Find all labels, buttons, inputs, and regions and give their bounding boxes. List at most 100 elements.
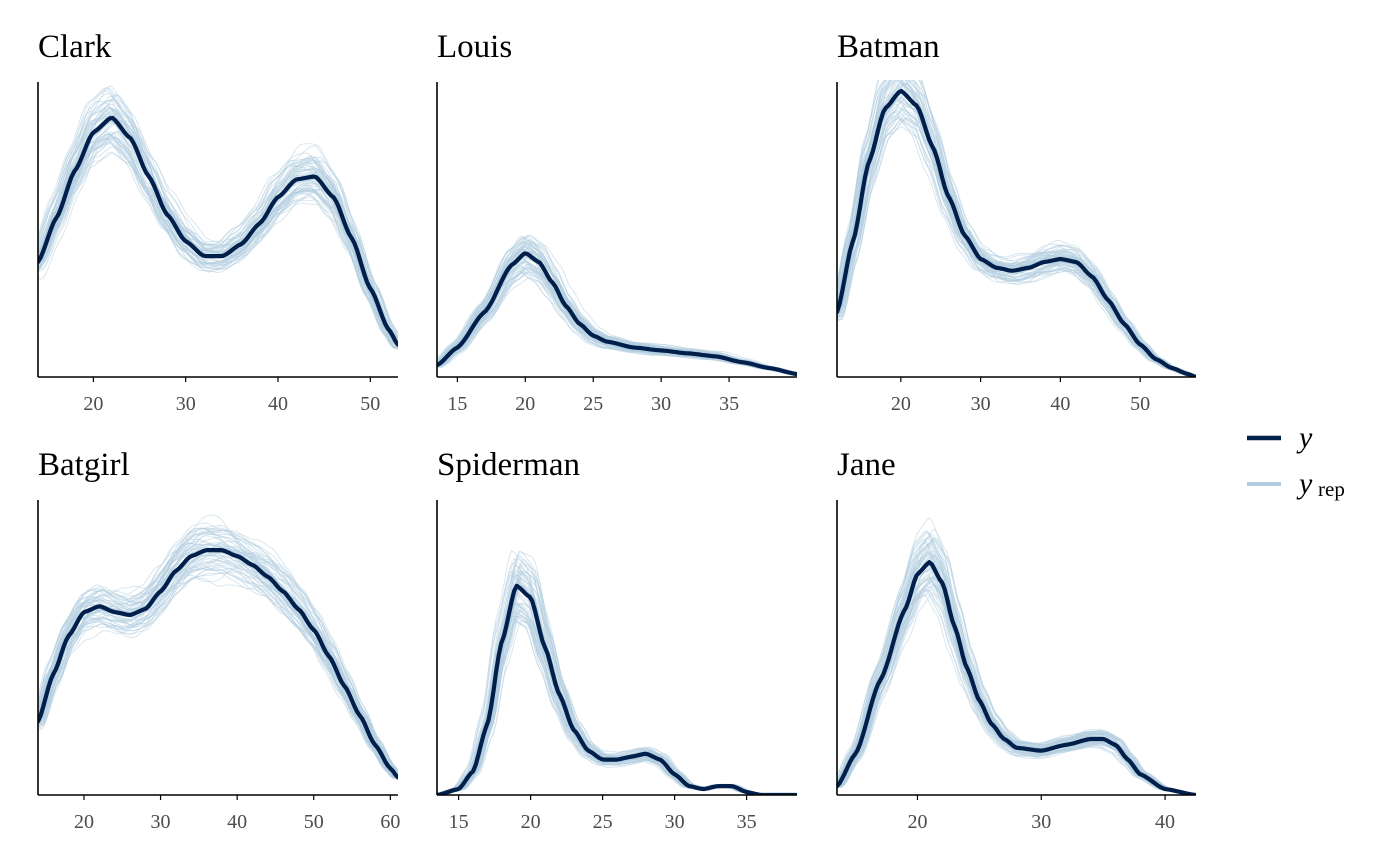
y-rep-line: [837, 578, 1196, 795]
y-rep-line: [38, 143, 398, 350]
y-rep-line: [38, 545, 398, 778]
y-rep-line: [837, 104, 1196, 377]
y-rep-line: [837, 578, 1196, 795]
y-rep-line: [837, 576, 1196, 795]
y-rep-line: [837, 583, 1196, 795]
y-rep-line: [837, 557, 1196, 795]
y-rep-line: [38, 562, 398, 774]
y-rep-line: [38, 131, 398, 347]
y-rep-line: [837, 554, 1196, 795]
x-tick-label: 15: [447, 393, 467, 415]
y-rep-line: [38, 543, 398, 779]
y-rep-line: [837, 574, 1196, 795]
y-observed-line: [437, 583, 797, 795]
legend-y-label: y: [1296, 421, 1313, 454]
y-rep-line: [837, 575, 1196, 795]
panel-title: Jane: [837, 447, 896, 483]
y-rep-line: [38, 540, 398, 779]
y-rep-line: [837, 96, 1196, 377]
y-rep-line: [837, 97, 1196, 377]
y-rep-line: [837, 571, 1196, 795]
legend-yrep-subscript: rep: [1318, 477, 1345, 501]
y-rep-line: [38, 566, 398, 780]
x-tick-label: 25: [583, 393, 603, 415]
panel-title: Batman: [837, 29, 940, 65]
y-rep-line: [837, 577, 1196, 795]
y-rep-line: [38, 133, 398, 348]
y-rep-line: [837, 555, 1196, 795]
y-rep-line: [837, 111, 1196, 377]
y-rep-line: [837, 553, 1196, 795]
y-rep-line: [38, 86, 398, 343]
y-observed-line: [837, 560, 1196, 795]
x-tick-label: 40: [268, 393, 288, 415]
y-rep-line: [38, 551, 398, 771]
x-tick-label: 20: [891, 393, 911, 415]
y-rep-line: [837, 103, 1196, 377]
y-rep-line: [837, 114, 1196, 377]
y-rep-line: [437, 245, 797, 374]
y-rep-line: [38, 577, 398, 775]
legend-yrep-label: y: [1296, 467, 1313, 500]
y-rep-line: [837, 570, 1196, 795]
x-tick-label: 30: [665, 811, 685, 833]
y-rep-line: [437, 267, 797, 375]
x-tick-label: 35: [737, 811, 757, 833]
y-rep-line: [837, 111, 1196, 376]
x-tick-label: 30: [971, 393, 991, 415]
y-rep-line: [837, 100, 1196, 377]
y-rep-line: [38, 528, 398, 773]
y-rep-line: [38, 92, 398, 343]
y-rep-line: [837, 105, 1196, 377]
y-rep-line: [38, 527, 398, 772]
x-tick-label: 60: [380, 811, 400, 833]
x-tick-label: 20: [83, 393, 103, 415]
y-rep-line: [38, 525, 398, 777]
y-rep-line: [437, 256, 797, 375]
x-tick-label: 50: [1130, 393, 1150, 415]
panel-louis: Louis 15 20 25 30 35: [436, 29, 797, 415]
y-rep-line: [38, 542, 398, 777]
y-rep-line: [38, 546, 398, 778]
y-rep-line: [837, 576, 1196, 795]
y-observed-line: [837, 88, 1196, 377]
y-rep-line: [38, 559, 398, 773]
y-rep-line: [38, 542, 398, 778]
y-rep-line: [437, 265, 797, 375]
y-rep-line: [837, 80, 1196, 377]
y-rep-line: [38, 514, 398, 777]
x-tick-label: 30: [176, 393, 196, 415]
x-tick-label: 30: [1031, 811, 1051, 833]
y-rep-line: [38, 542, 398, 778]
x-tick-label: 40: [1155, 811, 1175, 833]
y-rep-line: [38, 563, 398, 775]
y-rep-line: [837, 108, 1196, 377]
y-rep-line: [837, 95, 1196, 377]
x-tick-label: 30: [651, 393, 671, 415]
x-tick-label: 40: [227, 811, 247, 833]
x-tick-label: 20: [521, 811, 541, 833]
y-rep-line: [837, 80, 1196, 377]
y-rep-line: [837, 117, 1196, 376]
y-rep-line: [38, 100, 398, 344]
legend: yy rep: [1247, 421, 1345, 501]
y-rep-line: [837, 579, 1196, 795]
y-rep-line: [437, 267, 797, 375]
y-rep-line: [437, 266, 797, 375]
y-rep-line: [837, 577, 1196, 795]
y-rep-line: [837, 553, 1196, 795]
y-rep-line: [837, 110, 1196, 377]
y-rep-line: [38, 551, 398, 773]
y-rep-line: [38, 103, 398, 343]
y-observed-line: [437, 251, 797, 377]
y-rep-line: [38, 540, 398, 778]
y-rep-line: [38, 535, 398, 778]
panel-batgirl: Batgirl 20 30 40 50 60: [37, 447, 400, 833]
y-rep-line: [38, 543, 398, 772]
panel-title: Louis: [437, 29, 512, 65]
panel-clark: Clark 20 30 40 50: [37, 29, 398, 415]
x-tick-label: 30: [151, 811, 171, 833]
panel-title: Spiderman: [437, 447, 580, 483]
panel-jane: Jane 20 30 40: [836, 447, 1196, 833]
